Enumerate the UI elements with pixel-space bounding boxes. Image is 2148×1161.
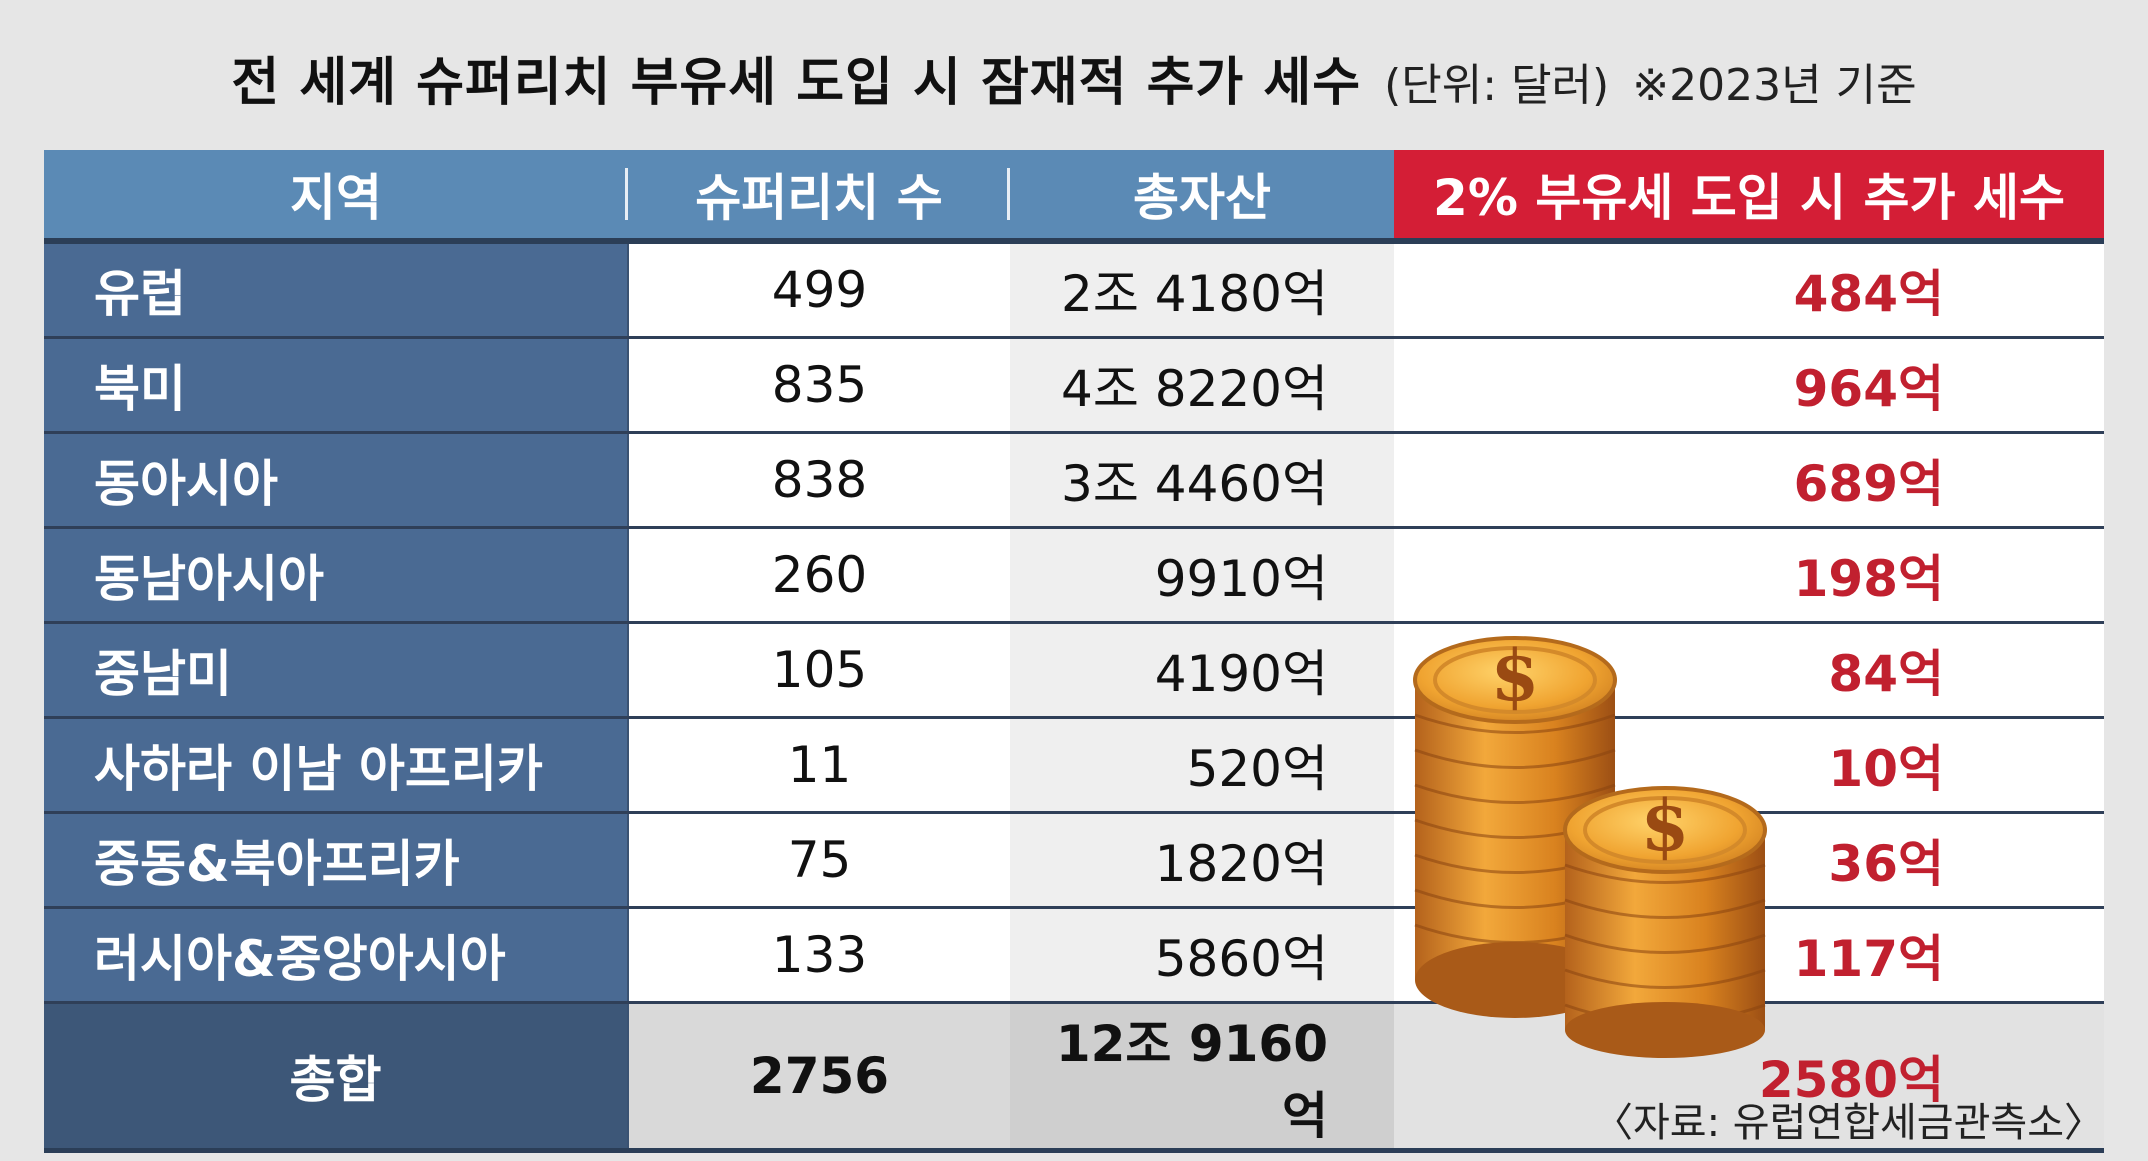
cell-assets: 9910억: [1010, 527, 1394, 624]
cell-tax: 198억: [1394, 527, 2104, 624]
cell-count: 260: [628, 527, 1010, 624]
header-row: 지역 슈퍼리치 수 총자산 2% 부유세 도입 시 추가 세수: [44, 150, 2104, 244]
cell-count: 11: [628, 717, 1010, 814]
cell-region: 동남아시아: [44, 527, 629, 624]
table-row: 동남아시아 260 9910억 198억: [44, 527, 2104, 624]
header-region: 지역: [44, 150, 628, 244]
table-row: 중동&북아프리카 75 1820억 36억: [44, 812, 2104, 909]
cell-tax: 117억: [1394, 907, 2104, 1004]
cell-region: 사하라 이남 아프리카: [44, 717, 629, 814]
cell-region: 동아시아: [44, 432, 629, 529]
cell-assets: 2조 4180억: [1010, 241, 1394, 339]
cell-assets: 5860억: [1010, 907, 1394, 1004]
title-basis: ※2023년 기준: [1632, 60, 1917, 111]
cell-tax: 10억: [1394, 717, 2104, 814]
total-assets: 12조 9160억: [1010, 1002, 1394, 1153]
cell-count: 105: [628, 622, 1010, 719]
header-assets: 총자산: [1010, 150, 1394, 244]
wealth-tax-table: 지역 슈퍼리치 수 총자산 2% 부유세 도입 시 추가 세수 유럽 499 2…: [44, 150, 2104, 1153]
cell-assets: 520억: [1010, 717, 1394, 814]
cell-assets: 4190억: [1010, 622, 1394, 719]
total-count: 2756: [628, 1002, 1010, 1153]
cell-tax: 36억: [1394, 812, 2104, 909]
cell-count: 75: [628, 812, 1010, 909]
total-region: 총합: [44, 1002, 629, 1153]
cell-count: 835: [628, 337, 1010, 434]
cell-tax: 84억: [1394, 622, 2104, 719]
table-row: 북미 835 4조 8220억 964억: [44, 337, 2104, 434]
chart-title: 전 세계 슈퍼리치 부유세 도입 시 잠재적 추가 세수 (단위: 달러) ※2…: [0, 40, 2148, 140]
title-main: 전 세계 슈퍼리치 부유세 도입 시 잠재적 추가 세수: [231, 53, 1362, 113]
cell-assets: 4조 8220억: [1010, 337, 1394, 434]
cell-count: 838: [628, 432, 1010, 529]
table-row: 사하라 이남 아프리카 11 520억 10억: [44, 717, 2104, 814]
cell-region: 중동&북아프리카: [44, 812, 629, 909]
cell-region: 북미: [44, 337, 629, 434]
cell-count: 133: [628, 907, 1010, 1004]
cell-tax: 689억: [1394, 432, 2104, 529]
cell-count: 499: [628, 241, 1010, 339]
cell-tax: 964억: [1394, 337, 2104, 434]
source-note: 〈자료: 유럽연합세금관측소〉: [1593, 1100, 2104, 1146]
table-row: 유럽 499 2조 4180억 484억: [44, 241, 2104, 339]
cell-tax: 484억: [1394, 241, 2104, 339]
cell-assets: 3조 4460억: [1010, 432, 1394, 529]
header-count: 슈퍼리치 수: [628, 150, 1010, 244]
title-unit: (단위: 달러): [1384, 60, 1610, 111]
cell-region: 러시아&중앙아시아: [44, 907, 629, 1004]
table-row: 중남미 105 4190억 84억: [44, 622, 2104, 719]
total-row: 총합 2756 12조 9160억 2580억: [44, 1002, 2104, 1153]
cell-region: 유럽: [44, 241, 629, 339]
header-tax: 2% 부유세 도입 시 추가 세수: [1394, 150, 2104, 244]
table-row: 러시아&중앙아시아 133 5860억 117억: [44, 907, 2104, 1004]
cell-region: 중남미: [44, 622, 629, 719]
cell-assets: 1820억: [1010, 812, 1394, 909]
table-row: 동아시아 838 3조 4460억 689억: [44, 432, 2104, 529]
